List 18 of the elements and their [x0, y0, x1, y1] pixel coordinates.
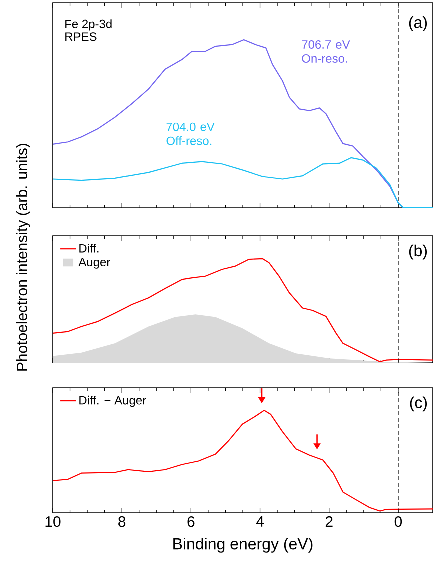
- chart-title: (b): [409, 244, 428, 260]
- chart-title: (a): [409, 16, 428, 32]
- chart-title: (c): [410, 396, 428, 412]
- series-label: 704.0 eV Off-reso.: [166, 122, 215, 146]
- x-tick-label: 8: [118, 516, 126, 528]
- x-tick-label: 4: [256, 516, 264, 527]
- x-tick-label: 6: [188, 516, 195, 528]
- legend-label: Auger: [78, 258, 110, 269]
- text: 706.7 eV On-reso.: [302, 40, 350, 63]
- annotation: RPES: [66, 32, 97, 42]
- legend-label: Diff. − Auger: [80, 396, 146, 408]
- x-tick-label: 2: [326, 516, 333, 527]
- x-tick-label: 0: [394, 516, 402, 528]
- legend-label: Diff.: [80, 244, 99, 253]
- y-axis-title: Photoelectron intensity (arb. units): [16, 144, 30, 371]
- x-axis-title: Binding energy (eV): [174, 538, 313, 553]
- text: Fe 2p-3d: [66, 20, 112, 31]
- x-tick-label: 10: [46, 516, 61, 528]
